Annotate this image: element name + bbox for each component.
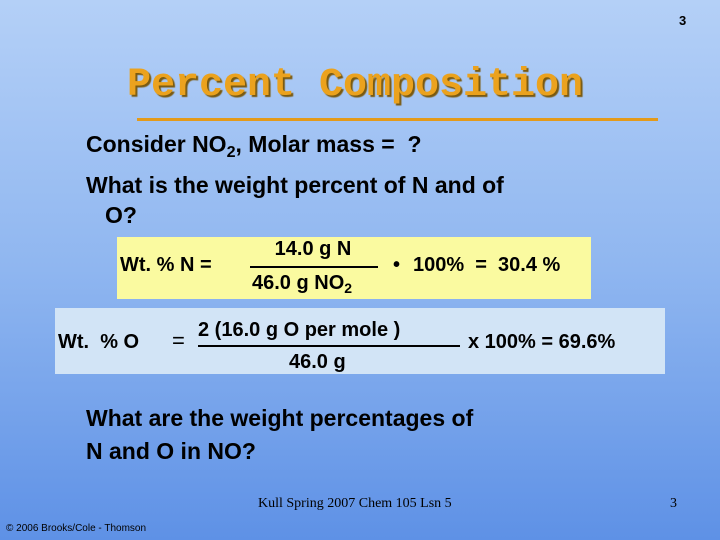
question: O? <box>105 202 137 228</box>
text: Consider NO <box>86 131 227 157</box>
footer-page: 3 <box>670 496 677 511</box>
fraction-bar <box>250 266 378 268</box>
equation-lhs: Wt. % O <box>58 331 140 353</box>
equals: = <box>172 328 185 353</box>
numerator: 2 (16.0 g O per mole ) <box>198 319 401 341</box>
denominator: 46.0 g <box>289 351 346 373</box>
question: N and O in NO? <box>86 438 256 464</box>
equation-box <box>117 237 591 299</box>
title: Percent Composition <box>126 63 584 108</box>
equation-rhs: x 100% = 69.6% <box>468 331 616 353</box>
slide-number: 3 <box>679 13 687 28</box>
equation-box <box>55 308 665 374</box>
question: What are the weight percentages of <box>86 405 474 431</box>
operator: • <box>393 254 401 276</box>
title-underline <box>137 118 658 121</box>
question: Consider NO2, Molar mass = ? <box>86 131 422 160</box>
fraction-bar <box>198 345 460 347</box>
copyright: © 2006 Brooks/Cole - Thomson <box>6 523 147 534</box>
equation-lhs: Wt. % N = <box>120 254 212 276</box>
text: , Molar mass = ? <box>235 131 422 157</box>
subscript: 2 <box>344 280 353 297</box>
question: What is the weight percent of N and of <box>86 172 504 198</box>
equation-rhs: 100% = 30.4 % <box>413 254 561 276</box>
denominator: 46.0 g NO2 <box>252 272 353 297</box>
subscript: 2 <box>226 142 236 161</box>
footer-text: Kull Spring 2007 Chem 105 Lsn 5 <box>258 496 452 511</box>
text: 46.0 g NO <box>252 272 345 294</box>
numerator: 14.0 g N <box>274 238 352 260</box>
